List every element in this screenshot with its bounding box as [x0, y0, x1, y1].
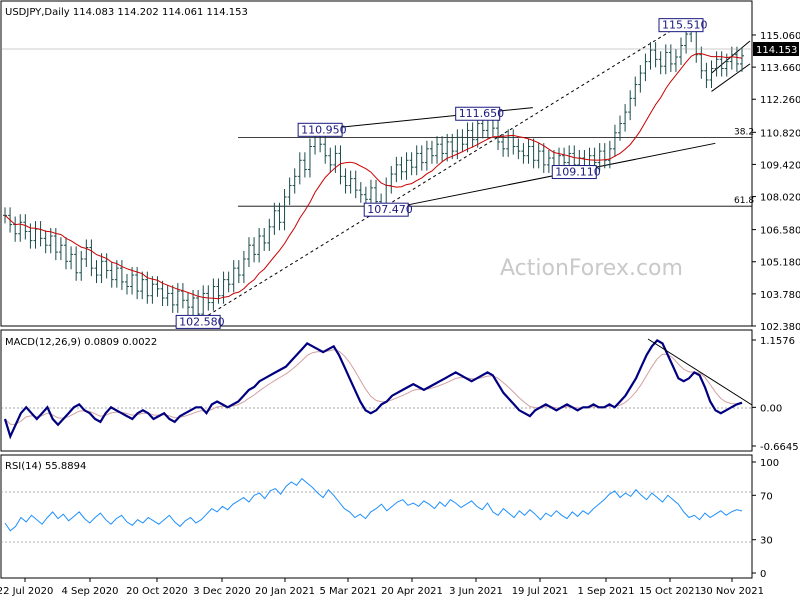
- price-tick-label: 112.260: [760, 95, 800, 106]
- x-tick-label: 20 Jan 2021: [255, 586, 315, 597]
- annotation-label: 102.580: [179, 315, 225, 328]
- trendline-lower-channel: [386, 142, 716, 210]
- x-tick-label: 20 Oct 2020: [126, 586, 188, 597]
- macd-pane-header: MACD(12,26,9) 0.0809 0.0022: [5, 337, 157, 348]
- annotation-box: [455, 106, 501, 121]
- macd-trendline: [647, 338, 753, 406]
- price-annotations: 102.580 110.950 107.470 111.650 109.110 115.5…: [175, 18, 708, 329]
- x-tick-label: 30 Nov 2021: [700, 586, 764, 597]
- rsi-pane-header: RSI(14) 55.8894: [5, 461, 86, 472]
- price-pane-border: [0, 0, 753, 327]
- price-pane-header: USDJPY,Daily 114.083 114.202 114.061 114…: [5, 7, 248, 18]
- annotation-label: 111.650: [459, 107, 505, 120]
- moving-average-line: [4, 53, 743, 300]
- price-tick-label: 105.180: [760, 258, 800, 269]
- x-tick-label: 22 Jul 2020: [0, 586, 53, 597]
- rsi-tick-label: 70: [760, 491, 773, 502]
- price-tick-label: 103.780: [760, 290, 800, 301]
- x-tick-label: 20 Apr 2021: [381, 586, 443, 597]
- annotation-label: 109.110: [555, 166, 601, 179]
- annotation-label: 115.510: [662, 19, 708, 32]
- current-price-label: 114.153: [756, 45, 797, 56]
- trendline-dashed: [197, 24, 682, 322]
- x-tick-label: 3 Jun 2021: [449, 586, 503, 597]
- macd-tick-label: 1.1576: [760, 336, 795, 347]
- rsi-line: [4, 477, 743, 532]
- price-y-axis: 115.060 113.660 112.260 110.820 109.420 108.0…: [752, 31, 800, 333]
- fib-level-label: 38.2: [734, 127, 754, 137]
- x-tick-label: 1 Sep 2021: [577, 586, 634, 597]
- fibonacci-levels: 38.2 61.8: [238, 127, 754, 207]
- price-tick-label: 113.660: [760, 63, 800, 74]
- annotation-box: [363, 202, 409, 217]
- price-tick-label: 109.420: [760, 160, 800, 171]
- annotation-111.650: 111.650: [455, 106, 505, 121]
- trendline-recent-lower: [711, 63, 751, 92]
- x-tick-label: 19 Jul 2021: [512, 586, 569, 597]
- x-axis: 22 Jul 2020 4 Sep 2020 20 Oct 2020 3 Dec 20…: [0, 578, 764, 597]
- x-tick-label: 4 Sep 2020: [61, 586, 118, 597]
- price-tick-label: 115.060: [760, 31, 800, 42]
- rsi-tick-label: 30: [760, 536, 773, 547]
- price-tick-label: 102.380: [760, 322, 800, 333]
- annotation-107.470: 107.470: [363, 202, 413, 217]
- x-tick-label: 3 Dec 2020: [193, 586, 251, 597]
- rsi-tick-label: 0: [760, 569, 766, 580]
- annotation-110.950: 110.950: [297, 122, 347, 137]
- annotation-box: [297, 122, 343, 137]
- annotation-label: 107.470: [367, 203, 413, 216]
- macd-y-axis: 1.1576 0.00 -0.6645: [752, 336, 799, 453]
- macd-tick-label: 0.00: [760, 403, 782, 414]
- macd-signal-line: [4, 349, 743, 425]
- x-tick-label: 5 Mar 2021: [319, 586, 376, 597]
- price-tick-label: 110.820: [760, 128, 800, 139]
- annotation-box: [175, 314, 221, 329]
- rsi-y-axis: 100 70 30 0: [752, 458, 779, 580]
- annotation-109.110: 109.110: [551, 165, 601, 180]
- rsi-pane-border: [0, 454, 753, 579]
- macd-pane-border: [0, 329, 753, 452]
- fib-level-label: 61.8: [734, 196, 754, 206]
- current-price-box: [753, 42, 799, 56]
- macd-line: [3, 339, 743, 440]
- annotation-102.580: 102.580: [175, 314, 225, 329]
- watermark: ActionForex.com: [500, 256, 683, 281]
- price-tick-label: 108.020: [760, 193, 800, 204]
- annotation-label: 110.950: [301, 123, 347, 136]
- annotation-115.510: 115.510: [658, 18, 708, 33]
- price-tick-label: 106.580: [760, 226, 800, 237]
- rsi-tick-label: 100: [760, 458, 779, 469]
- price-bars: [3, 19, 744, 323]
- annotation-box: [658, 18, 704, 33]
- macd-tick-label: -0.6645: [760, 442, 799, 453]
- annotation-box: [551, 165, 597, 180]
- x-tick-label: 15 Oct 2021: [639, 586, 701, 597]
